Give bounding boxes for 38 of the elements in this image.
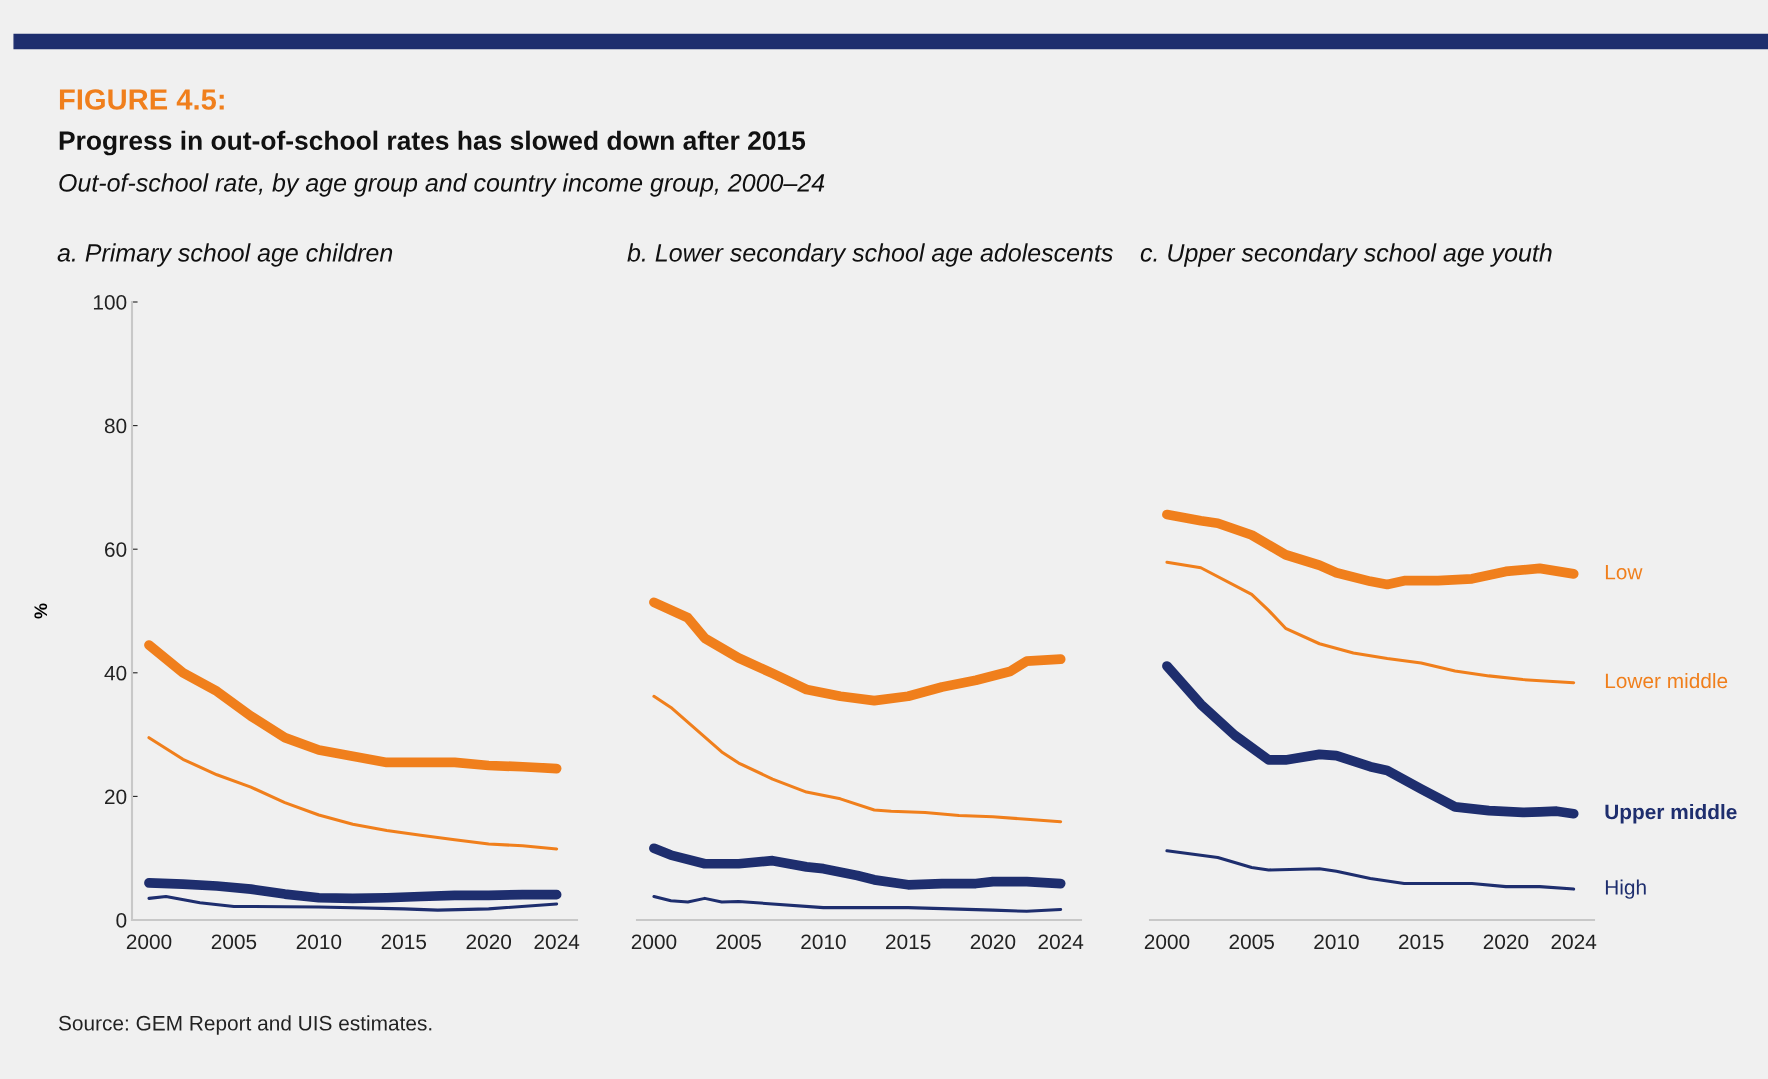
x-tick-label: 2000 xyxy=(126,934,172,950)
x-tick-label: 2015 xyxy=(381,934,427,950)
series-label: Upper middle xyxy=(1605,803,1737,824)
series-label: Lower middle xyxy=(1605,672,1728,689)
x-tick-label: 2024 xyxy=(1551,934,1597,950)
y-tick-label: 100 xyxy=(93,295,127,310)
x-tick-label: 2024 xyxy=(534,934,580,950)
x-tick-label: 2020 xyxy=(1483,934,1529,950)
chart-title: a. Primary school age children xyxy=(57,243,393,267)
series-label: High xyxy=(1605,879,1646,899)
y-axis-title: % xyxy=(34,603,48,619)
x-tick-label: 2005 xyxy=(211,934,257,950)
chart-title: b. Lower secondary school age adolescents xyxy=(627,243,1113,267)
y-tick-label: 20 xyxy=(105,789,127,805)
x-tick-label: 2005 xyxy=(1229,934,1274,950)
y-tick-label: 40 xyxy=(104,665,127,681)
y-tick-label: 60 xyxy=(105,542,127,557)
line-series xyxy=(147,736,559,851)
text: Out-of-school rate, by age group and country income group, 2000–24 xyxy=(59,173,825,197)
x-tick-label: 2015 xyxy=(886,934,931,950)
chart-title: c. Upper secondary school age youth xyxy=(1140,243,1552,267)
x-tick-label: 2015 xyxy=(1399,934,1444,950)
line-series xyxy=(147,894,559,912)
source-note: Source: GEM Report and UIS estimates. xyxy=(58,1015,432,1035)
text: Progress in out-of-school rates has slowed down after 2015 xyxy=(59,130,806,156)
x-tick-label: 2010 xyxy=(1314,934,1359,950)
x-tick-label: 2005 xyxy=(716,934,761,950)
series-label: Low xyxy=(1605,564,1643,580)
x-tick-label: 2010 xyxy=(801,934,846,950)
caption: FIGURE 4.5: xyxy=(59,89,224,110)
x-tick-label: 2020 xyxy=(466,934,512,950)
x-tick-label: 2020 xyxy=(970,934,1016,950)
x-tick-label: 2000 xyxy=(1144,934,1190,950)
x-tick-label: 2010 xyxy=(296,934,342,950)
x-tick-label: 2000 xyxy=(631,934,677,950)
x-tick-label: 2024 xyxy=(1038,934,1084,950)
y-tick-label: 80 xyxy=(104,418,127,434)
y-tick-label: 0 xyxy=(116,913,127,928)
